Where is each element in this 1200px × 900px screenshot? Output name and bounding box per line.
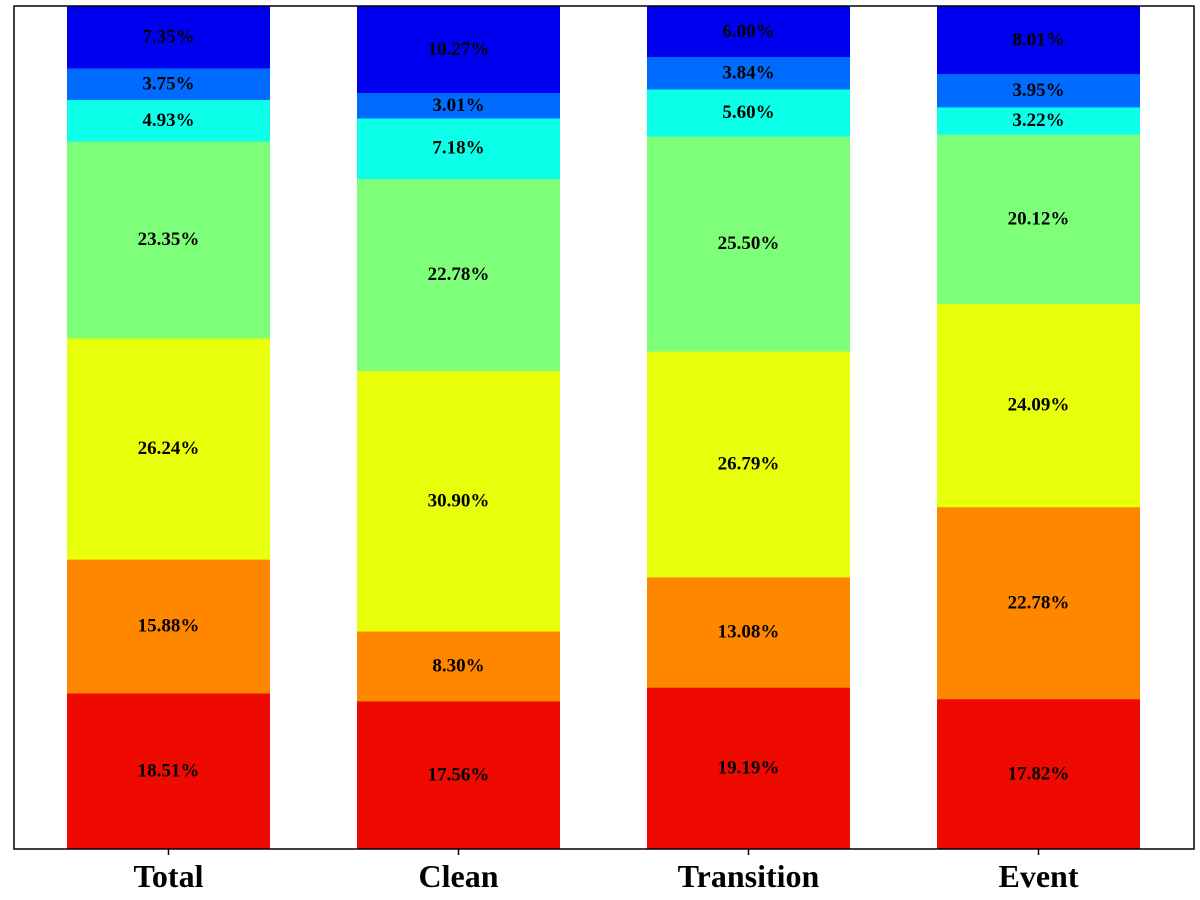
bar-segment-clean-1 xyxy=(357,700,560,850)
category-label-event: Event xyxy=(999,858,1079,894)
segment-label-clean-7: 10.27% xyxy=(428,39,490,60)
bar-segment-clean-5 xyxy=(357,117,560,179)
bar-segment-transition-2 xyxy=(647,576,850,688)
category-label-transition: Transition xyxy=(678,858,820,894)
category-label-clean: Clean xyxy=(419,858,499,894)
segment-label-clean-2: 8.30% xyxy=(432,655,484,676)
segment-label-total-7: 7.35% xyxy=(142,26,194,47)
segment-label-clean-6: 3.01% xyxy=(432,95,484,116)
bar-segment-transition-3 xyxy=(647,351,850,578)
bar-segment-event-5 xyxy=(937,106,1140,135)
segment-label-total-2: 15.88% xyxy=(138,616,200,637)
bar-segment-clean-4 xyxy=(357,178,560,372)
segment-labels: 18.51% 15.88% 26.24% 23.35% 4.93% 3.75% 7.35% 1… xyxy=(138,21,1070,786)
segment-label-event-4: 20.12% xyxy=(1008,208,1070,229)
bar-segment-clean-6 xyxy=(357,92,560,119)
segment-label-transition-6: 3.84% xyxy=(722,62,774,83)
bar-segment-transition-7 xyxy=(647,6,850,58)
bar-segment-total-4 xyxy=(67,141,270,339)
category-label-total: Total xyxy=(134,858,204,894)
bar-segment-event-4 xyxy=(937,134,1140,305)
x-axis-labels: Total Clean Transition Event xyxy=(134,858,1079,894)
segment-label-transition-3: 26.79% xyxy=(718,454,780,475)
segment-label-total-6: 3.75% xyxy=(142,73,194,94)
bar-segment-total-5 xyxy=(67,99,270,142)
bar-segment-transition-1 xyxy=(647,687,850,850)
segment-label-event-6: 3.95% xyxy=(1012,80,1064,101)
bar-segments xyxy=(67,6,1140,850)
bar-segment-total-2 xyxy=(67,559,270,694)
bar-segment-transition-6 xyxy=(647,56,850,90)
bar-segment-clean-2 xyxy=(357,631,560,702)
bar-segment-total-1 xyxy=(67,692,270,850)
x-axis-ticks xyxy=(167,849,1040,855)
segment-label-clean-5: 7.18% xyxy=(432,138,484,159)
segment-label-total-5: 4.93% xyxy=(142,110,194,131)
segment-label-event-2: 22.78% xyxy=(1008,592,1070,613)
bar-segment-transition-4 xyxy=(647,136,850,352)
segment-label-total-1: 18.51% xyxy=(138,760,200,781)
segment-label-event-5: 3.22% xyxy=(1012,110,1064,131)
segment-label-clean-1: 17.56% xyxy=(428,764,490,785)
segment-label-clean-3: 30.90% xyxy=(428,490,490,511)
segment-label-total-3: 26.24% xyxy=(138,438,200,459)
segment-label-transition-2: 13.08% xyxy=(718,622,780,643)
bar-segment-clean-7 xyxy=(357,6,560,94)
segment-label-event-7: 8.01% xyxy=(1012,29,1064,50)
bar-segment-event-1 xyxy=(937,698,1140,850)
plot-frame xyxy=(13,5,1195,850)
segment-label-transition-4: 25.50% xyxy=(718,233,780,254)
segment-label-transition-1: 19.19% xyxy=(718,758,780,779)
bar-segment-event-7 xyxy=(937,6,1140,75)
bar-segment-transition-5 xyxy=(647,88,850,137)
bar-segment-event-3 xyxy=(937,303,1140,508)
segment-label-event-3: 24.09% xyxy=(1008,395,1070,416)
bar-segment-clean-3 xyxy=(357,370,560,632)
bar-segment-event-2 xyxy=(937,506,1140,700)
segment-label-total-4: 23.35% xyxy=(138,229,200,250)
segment-label-event-1: 17.82% xyxy=(1008,763,1070,784)
bar-segment-total-3 xyxy=(67,337,270,560)
bar-segment-total-7 xyxy=(67,6,270,69)
segment-label-transition-7: 6.00% xyxy=(722,21,774,42)
bar-segment-total-6 xyxy=(67,67,270,101)
segment-label-clean-4: 22.78% xyxy=(428,264,490,285)
bar-segment-event-6 xyxy=(937,73,1140,108)
segment-label-transition-5: 5.60% xyxy=(722,102,774,123)
